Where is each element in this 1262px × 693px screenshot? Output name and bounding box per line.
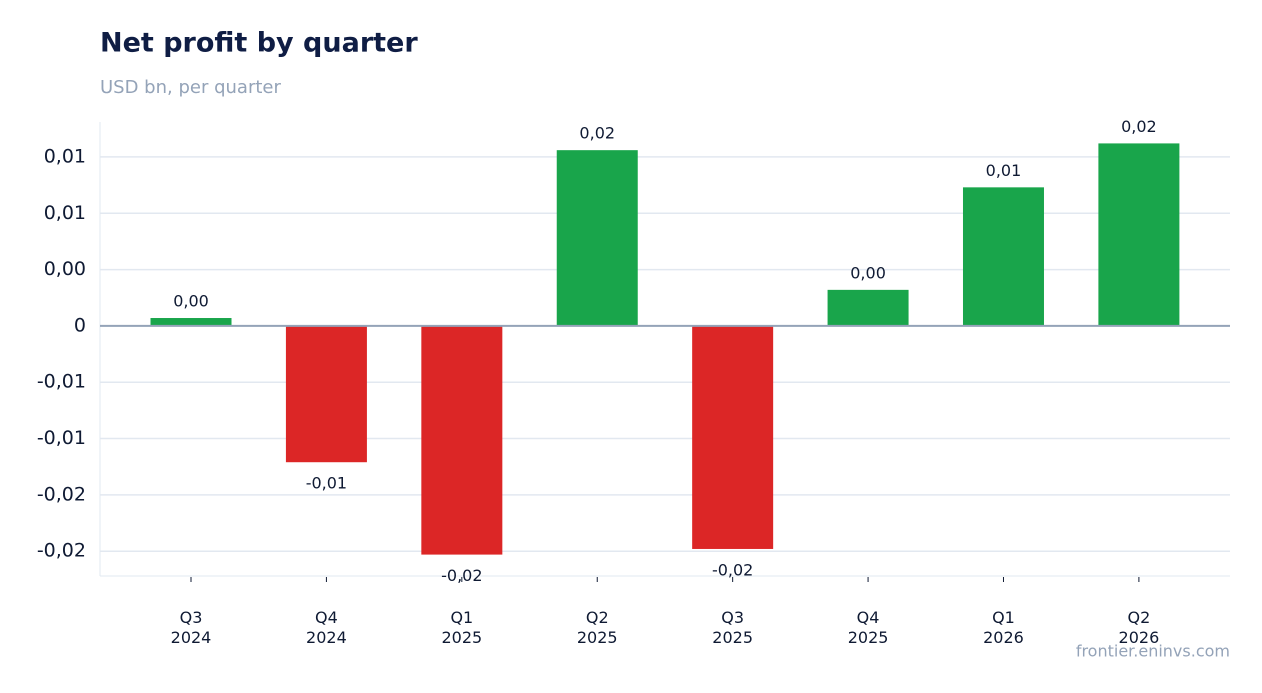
bar (421, 325, 503, 555)
x-tick-label: Q1 2025 (441, 608, 482, 647)
y-tick-label: 0,01 (44, 145, 86, 167)
bar (285, 325, 367, 463)
value-label: -0,02 (441, 566, 482, 585)
bar (150, 318, 232, 326)
y-tick-label: -0,01 (37, 427, 86, 449)
x-tick-label: Q3 2024 (171, 608, 212, 647)
x-tick-label: Q4 2024 (306, 608, 347, 647)
y-tick-label: -0,02 (37, 483, 86, 505)
y-tick-label: 0 (74, 314, 86, 336)
y-tick-label: 0,01 (44, 202, 86, 224)
y-tick-label: -0,02 (37, 540, 86, 562)
value-label: 0,00 (173, 292, 209, 311)
value-label: 0,02 (579, 124, 615, 143)
x-tick-label: Q4 2025 (848, 608, 889, 647)
chart-title: Net profit by quarter (100, 28, 418, 59)
x-tick-label: Q2 2026 (1119, 608, 1160, 647)
bar (1098, 143, 1180, 326)
value-label: 0,01 (986, 161, 1022, 180)
y-tick-label: 0,00 (44, 258, 86, 280)
bar (827, 289, 909, 326)
chart-subtitle: USD bn, per quarter (100, 77, 281, 98)
bar (556, 150, 638, 326)
source: frontier.eninvs.com (1076, 642, 1230, 661)
x-tick-label: Q1 2026 (983, 608, 1024, 647)
x-tick-label: Q2 2025 (577, 608, 618, 647)
y-tick-label: -0,01 (37, 371, 86, 393)
value-label: 0,02 (1121, 117, 1157, 136)
bar (692, 325, 774, 549)
bar (962, 187, 1044, 326)
value-label: -0,02 (712, 560, 753, 579)
value-label: -0,01 (306, 474, 347, 493)
value-label: 0,00 (850, 263, 886, 282)
x-tick-label: Q3 2025 (712, 608, 753, 647)
